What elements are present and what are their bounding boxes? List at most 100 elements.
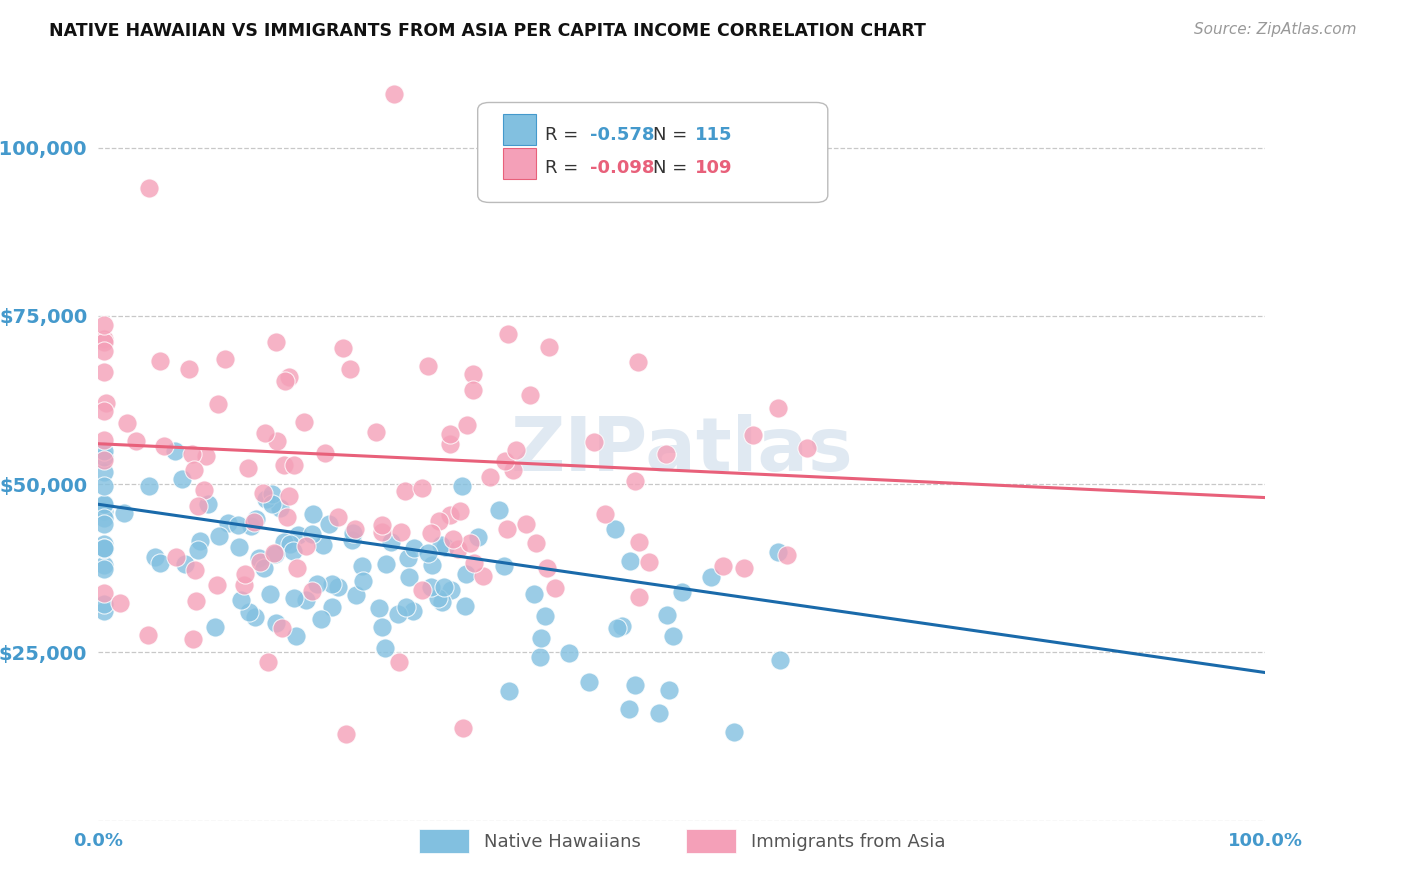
Point [488,502,510,516]
Point [302,508,325,522]
Point [93,541,115,555]
Point [253,560,276,574]
Point [440,582,463,597]
Point [529,650,551,665]
Point [247,551,270,566]
Point [494,454,516,468]
Point [769,653,792,667]
Point [557,646,579,660]
Point [266,434,288,448]
Point [93,479,115,493]
Point [108,597,131,611]
Point [768,401,790,416]
Point [505,442,527,457]
Point [187,542,209,557]
Point [257,655,280,669]
Point [502,463,524,477]
Point [93,504,115,518]
Point [418,546,440,560]
Point [245,511,267,525]
Text: 109: 109 [695,160,733,178]
Point [374,641,396,656]
Point [450,479,472,493]
Point [214,351,236,366]
Text: NATIVE HAWAIIAN VS IMMIGRANTS FROM ASIA PER CAPITA INCOME CORRELATION CHART: NATIVE HAWAIIAN VS IMMIGRANTS FROM ASIA … [49,22,927,40]
Point [655,447,678,461]
Point [283,458,305,473]
Point [533,609,555,624]
Point [427,514,450,528]
Point [263,547,285,561]
Point [661,629,683,643]
Point [371,525,394,540]
Point [463,367,485,381]
Point [617,702,640,716]
Point [741,427,763,442]
Text: Source: ZipAtlas.com: Source: ZipAtlas.com [1194,22,1357,37]
Point [226,517,249,532]
Point [93,516,115,531]
Point [389,524,412,539]
Point [420,558,443,572]
Point [619,554,641,568]
Point [93,498,115,512]
Point [93,604,115,618]
Point [276,510,298,524]
Point [536,561,558,575]
Point [278,537,301,551]
Point [93,465,115,479]
Point [453,599,475,614]
Legend: Native Hawaiians, Immigrants from Asia: Native Hawaiians, Immigrants from Asia [412,822,952,860]
Point [429,538,451,552]
Point [519,388,541,402]
Point [93,333,115,347]
Point [439,437,461,451]
Point [229,593,252,607]
Point [287,527,309,541]
Point [467,530,489,544]
Point [627,535,650,549]
Point [283,591,305,605]
Point [382,87,405,101]
Point [285,628,308,642]
Point [309,612,332,626]
Point [439,426,461,441]
Point [183,463,205,477]
Bar [503,148,536,178]
Point [433,580,456,594]
Point [603,522,626,536]
Point [172,472,194,486]
Point [537,340,560,354]
Point [321,577,343,591]
Point [498,327,520,342]
Point [273,535,295,549]
Point [352,574,374,589]
Point [515,517,537,532]
Point [344,588,367,602]
Point [441,532,464,546]
Point [269,501,291,516]
Point [165,443,187,458]
Point [149,354,172,368]
Point [314,446,336,460]
Point [243,515,266,529]
Bar [503,114,536,145]
Point [259,587,281,601]
Point [402,604,425,618]
Point [606,621,628,635]
Point [93,450,115,464]
Point [233,566,256,581]
Point [292,415,315,429]
Point [447,542,470,557]
Point [217,516,239,530]
Point [262,497,284,511]
Point [671,585,693,599]
Point [367,600,389,615]
Point [395,600,418,615]
Point [371,518,394,533]
Point [205,578,228,592]
Point [93,433,115,447]
Point [328,580,350,594]
Text: N =: N = [652,160,693,178]
Point [463,556,485,570]
